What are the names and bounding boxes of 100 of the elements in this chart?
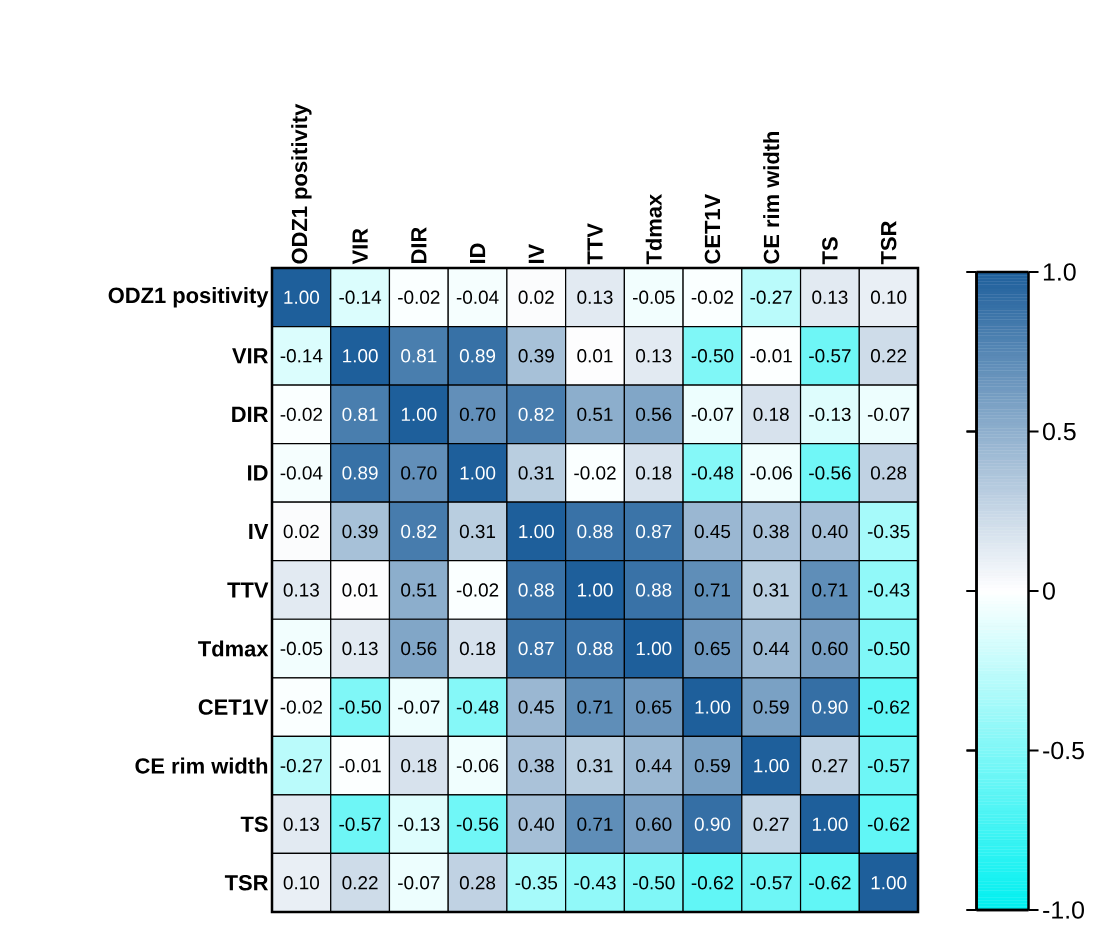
data-label: 0.40 bbox=[518, 817, 554, 831]
x-tick-label: CE rim width bbox=[763, 131, 780, 264]
color-bar-label: -1.0 bbox=[1043, 901, 1084, 919]
x-tick-label: ID bbox=[470, 243, 486, 263]
x-tick-label: TSR bbox=[880, 221, 897, 265]
color-bar-label: 0.5 bbox=[1043, 422, 1076, 441]
data-label: 0.59 bbox=[694, 758, 730, 773]
data-label: 0.71 bbox=[694, 583, 730, 597]
data-label: 0.56 bbox=[636, 407, 672, 422]
data-label: 1.00 bbox=[754, 758, 789, 773]
data-label: -0.02 bbox=[574, 466, 616, 480]
data-label: -0.62 bbox=[691, 876, 734, 890]
data-label: -0.05 bbox=[633, 290, 675, 304]
y-tick-label: ODZ1 positivity bbox=[108, 287, 269, 308]
data-label: 0.13 bbox=[342, 641, 378, 656]
data-label: -0.07 bbox=[691, 407, 734, 422]
data-label: 0.38 bbox=[518, 758, 554, 773]
data-label: 0.13 bbox=[577, 290, 613, 304]
data-label: 0.18 bbox=[753, 407, 789, 422]
data-label: 0.38 bbox=[753, 524, 789, 539]
data-label: 1.00 bbox=[578, 583, 613, 597]
data-label: 0.18 bbox=[401, 758, 437, 773]
data-label: 0.51 bbox=[401, 583, 437, 597]
data-label: -0.62 bbox=[809, 876, 851, 890]
data-label: -0.50 bbox=[867, 641, 910, 656]
data-label: 1.00 bbox=[695, 700, 731, 714]
data-label: -0.62 bbox=[867, 700, 910, 714]
data-label: -0.43 bbox=[867, 583, 910, 597]
data-label: 0.81 bbox=[342, 407, 378, 422]
data-label: -0.06 bbox=[750, 466, 792, 480]
data-label: 0.71 bbox=[577, 700, 613, 714]
data-label: -0.27 bbox=[750, 290, 792, 304]
data-label: 0.45 bbox=[694, 524, 731, 539]
data-label: -0.48 bbox=[691, 466, 734, 480]
data-label: -0.56 bbox=[456, 817, 499, 831]
data-label: -0.57 bbox=[867, 758, 910, 773]
data-label: 0.31 bbox=[577, 758, 613, 773]
data-label: -0.01 bbox=[339, 758, 381, 773]
data-label: 0.22 bbox=[870, 349, 907, 363]
data-label: 0.88 bbox=[577, 524, 613, 539]
data-label: 0.27 bbox=[753, 817, 789, 831]
data-label: -0.27 bbox=[280, 758, 322, 773]
data-label: 0.10 bbox=[283, 876, 320, 890]
data-label: 0.51 bbox=[577, 407, 613, 422]
data-label: -0.01 bbox=[750, 349, 792, 363]
data-label: -0.07 bbox=[398, 876, 440, 890]
data-label: 0.65 bbox=[636, 700, 672, 714]
data-label: -0.04 bbox=[280, 466, 323, 480]
data-label: 0.44 bbox=[753, 641, 790, 656]
x-tick-label: VIR bbox=[352, 228, 368, 265]
x-tick-label: TS bbox=[822, 237, 838, 265]
data-label: -0.57 bbox=[809, 349, 851, 363]
data-label: 0.18 bbox=[459, 641, 496, 656]
data-label: -0.02 bbox=[280, 700, 322, 714]
data-label: 0.44 bbox=[636, 758, 672, 773]
data-label: -0.50 bbox=[691, 349, 734, 363]
data-label: 0.18 bbox=[636, 466, 672, 480]
data-label: -0.05 bbox=[280, 641, 323, 656]
data-label: 0.40 bbox=[812, 524, 848, 539]
data-label: 0.31 bbox=[753, 583, 789, 597]
color-bar-label: 0 bbox=[1043, 582, 1055, 600]
data-label: 0.02 bbox=[518, 290, 554, 304]
data-label: -0.02 bbox=[280, 407, 322, 422]
data-label: 0.89 bbox=[459, 349, 496, 363]
data-label: -0.56 bbox=[809, 466, 851, 480]
y-tick-label: CET1V bbox=[198, 699, 269, 715]
data-label: 0.71 bbox=[577, 817, 613, 831]
data-label: -0.02 bbox=[691, 290, 734, 304]
data-label: 0.10 bbox=[870, 290, 907, 304]
data-label: -0.07 bbox=[398, 700, 440, 714]
y-tick-label: Tdmax bbox=[198, 640, 269, 657]
data-label: -0.57 bbox=[339, 817, 381, 831]
data-label: 0.88 bbox=[518, 583, 554, 597]
y-tick-label: VIR bbox=[232, 348, 269, 364]
data-label: 0.71 bbox=[812, 583, 848, 597]
data-label: 0.60 bbox=[636, 817, 672, 831]
data-label: 0.28 bbox=[870, 466, 907, 480]
x-tick-label: IV bbox=[528, 243, 544, 263]
x-tick-label: CET1V bbox=[704, 193, 721, 264]
data-label: 0.82 bbox=[518, 407, 554, 422]
data-label: 0.88 bbox=[577, 641, 613, 656]
y-tick-label: TSR bbox=[224, 874, 269, 891]
data-label: 0.39 bbox=[342, 524, 378, 539]
data-label: 0.39 bbox=[518, 349, 554, 363]
data-label: 0.87 bbox=[518, 641, 554, 656]
data-label: -0.50 bbox=[633, 876, 675, 890]
data-label: 0.28 bbox=[459, 876, 496, 890]
data-label: -0.06 bbox=[456, 758, 499, 773]
data-label: 0.31 bbox=[518, 466, 554, 480]
data-label: -0.48 bbox=[456, 700, 499, 714]
data-label: -0.02 bbox=[398, 290, 440, 304]
data-label: 0.13 bbox=[283, 583, 319, 597]
x-tick-label: TTV bbox=[587, 223, 603, 265]
y-tick-label: IV bbox=[249, 523, 269, 539]
data-label: -0.57 bbox=[750, 876, 792, 890]
data-label: -0.14 bbox=[339, 290, 382, 304]
data-label: 0.60 bbox=[812, 641, 848, 656]
data-label: -0.43 bbox=[574, 876, 616, 890]
data-label: 0.81 bbox=[401, 349, 437, 363]
data-label: 1.00 bbox=[284, 290, 320, 304]
